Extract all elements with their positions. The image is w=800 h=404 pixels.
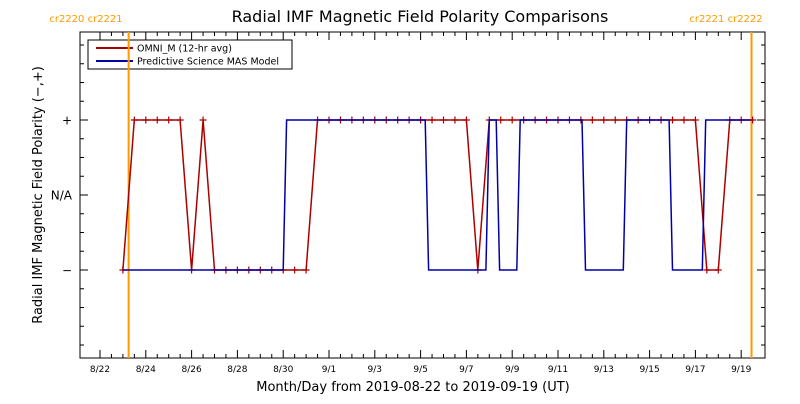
legend: OMNI_M (12-hr avg) Predictive Science MA…: [87, 39, 293, 70]
mas-series-line: [122, 119, 751, 271]
x-tick-label: 8/26: [181, 365, 201, 375]
omni-data-point: [600, 116, 608, 124]
y-tick-label: N/A: [51, 189, 73, 203]
legend-label-mas: Predictive Science MAS Model: [137, 57, 279, 68]
plot-frame: [79, 31, 766, 359]
omni-data-point: [176, 116, 184, 124]
omni-data-point: [703, 266, 711, 274]
chart-title: Radial IMF Magnetic Field Polarity Compa…: [232, 7, 609, 26]
x-tick-label: 9/7: [459, 365, 473, 375]
x-tick-label: 9/3: [368, 365, 382, 375]
omni-data-point: [714, 266, 722, 274]
omni-data-point: [508, 116, 516, 124]
x-tick-label: 9/5: [413, 365, 427, 375]
carrington-marker-label: cr2220 cr2221: [49, 14, 122, 25]
omni-data-point: [669, 116, 676, 124]
y-axis-label: Radial IMF Magnetic Field Polarity (−,+): [31, 66, 46, 324]
y-tick-label: −: [62, 264, 72, 278]
omni-data-point: [588, 116, 596, 124]
omni-data-point: [691, 116, 699, 124]
omni-data-point: [462, 116, 470, 124]
x-axis-label: Month/Day from 2019-08-22 to 2019-09-19 …: [256, 380, 569, 395]
omni-series-line: [122, 119, 753, 271]
omni-data-point: [199, 116, 207, 124]
omni-data-point: [291, 266, 299, 274]
omni-data-point: [451, 116, 459, 124]
omni-data-point: [153, 116, 161, 124]
omni-data-point: [165, 116, 173, 124]
legend-box: [87, 39, 293, 70]
omni-data-point: [302, 266, 310, 274]
x-tick-label: 9/1: [322, 365, 336, 375]
x-tick-label: 9/9: [505, 365, 520, 375]
x-tick-label: 9/15: [639, 365, 659, 375]
chart-marks: − N/A +8/22 8/24 8/26 8/28 8/30 9/1 9/3 9/5 9/7 9/9…: [49, 14, 765, 375]
x-tick-label: 8/28: [227, 365, 247, 375]
x-tick-label: 9/11: [548, 365, 568, 375]
x-tick-label: 9/13: [594, 365, 614, 375]
x-tick-label: 9/19: [731, 365, 751, 375]
omni-data-point: [440, 116, 447, 124]
carrington-marker-label: cr2221 cr2222: [689, 14, 762, 25]
omni-data-point: [497, 116, 505, 124]
omni-data-point: [142, 116, 150, 124]
x-tick-label: 8/24: [136, 365, 156, 375]
omni-data-point: [130, 116, 138, 124]
omni-data-point: [611, 116, 619, 124]
y-tick-label: +: [62, 114, 72, 128]
x-tick-label: 8/30: [273, 365, 293, 375]
omni-data-point: [680, 116, 688, 124]
legend-label-omni: OMNI_M (12-hr avg): [137, 44, 232, 55]
x-tick-label: 8/22: [90, 365, 110, 375]
omni-data-point: [428, 116, 436, 124]
x-tick-label: 9/17: [685, 365, 705, 375]
